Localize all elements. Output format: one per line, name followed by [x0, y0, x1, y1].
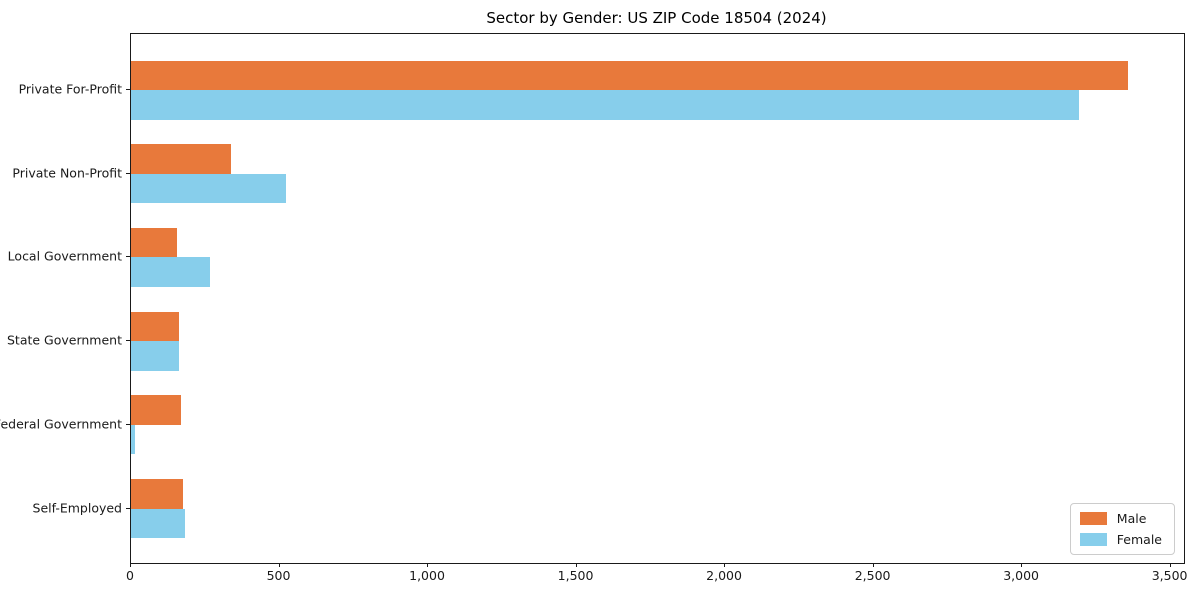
x-tick-mark: [1169, 563, 1171, 567]
x-tick-label-0: 0: [126, 568, 134, 583]
legend-entry-male: Male: [1079, 511, 1162, 526]
x-tick-mark: [130, 563, 131, 567]
bar-female-self-employed: [131, 508, 186, 538]
bar-female-local-government: [131, 257, 210, 287]
y-tick-mark: [126, 507, 130, 509]
legend: Male Female: [1069, 503, 1175, 555]
bar-male-self-employed: [131, 479, 183, 509]
chart-title: Sector by Gender: US ZIP Code 18504 (202…: [486, 9, 827, 27]
y-tick-label-federal-government: Federal Government: [0, 416, 122, 432]
y-tick-mark: [126, 340, 130, 342]
bar-male-private-non-profit: [131, 144, 232, 174]
plot-area: Male Female: [130, 33, 1185, 564]
x-tick-label-3500: 3,500: [1151, 568, 1188, 583]
bar-male-local-government: [131, 227, 177, 258]
x-tick-mark: [427, 563, 429, 567]
x-tick-label-3000: 3,000: [1003, 568, 1040, 583]
y-tick-label-state-government: State Government: [6, 332, 122, 348]
y-tick-mark: [126, 89, 130, 90]
x-tick-label-1500: 1,500: [557, 568, 594, 583]
y-tick-label-private-non-profit: Private Non-Profit: [12, 165, 122, 181]
x-tick-mark: [575, 563, 577, 567]
y-tick-mark: [126, 256, 130, 258]
y-tick-mark: [126, 423, 130, 425]
bar-male-federal-government: [131, 395, 181, 425]
bar-female-state-government: [131, 341, 179, 371]
bar-male-private-for-profit: [131, 60, 1129, 90]
legend-label-male: Male: [1116, 511, 1147, 526]
female-swatch-icon: [1079, 533, 1107, 546]
y-tick-label-self-employed: Self-Employed: [32, 500, 122, 515]
x-tick-mark: [724, 563, 726, 567]
x-tick-label-2500: 2,500: [854, 568, 891, 583]
y-tick-label-private-for-profit: Private For-Profit: [18, 81, 122, 97]
x-tick-mark: [1021, 563, 1023, 567]
x-tick-mark: [278, 563, 280, 567]
bar-female-federal-government: [131, 424, 135, 455]
x-tick-label-2000: 2,000: [706, 568, 742, 583]
y-tick-mark: [126, 172, 130, 174]
x-tick-mark: [872, 563, 874, 567]
y-tick-label-local-government: Local Government: [7, 248, 122, 264]
bar-female-private-non-profit: [131, 173, 287, 204]
legend-entry-female: Female: [1079, 532, 1162, 547]
bar-male-state-government: [131, 311, 180, 342]
legend-label-female: Female: [1116, 532, 1162, 547]
x-tick-label-500: 500: [266, 568, 291, 583]
x-tick-label-1000: 1,000: [409, 568, 445, 583]
male-swatch-icon: [1079, 512, 1107, 525]
bar-female-private-for-profit: [131, 90, 1080, 120]
